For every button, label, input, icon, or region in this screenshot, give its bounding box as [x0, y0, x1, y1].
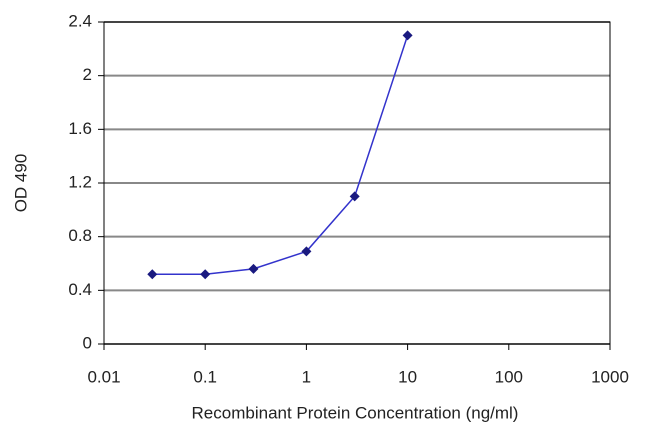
data-point — [301, 246, 312, 257]
data-point — [349, 191, 360, 202]
data-line — [152, 35, 409, 275]
x-tick-label: 100 — [495, 367, 523, 386]
x-tick-label: 1000 — [591, 367, 629, 386]
x-tick-label: 0.1 — [193, 367, 217, 386]
y-tick-label: 0.4 — [68, 280, 92, 299]
plot-frame — [103, 21, 611, 345]
y-tick-label: 1.2 — [68, 172, 92, 191]
data-point — [147, 269, 158, 280]
y-tick-label: 1.6 — [68, 119, 92, 138]
y-tick-label: 2 — [83, 65, 92, 84]
data-point — [248, 263, 259, 274]
data-point — [200, 269, 211, 280]
x-tick-label: 10 — [398, 367, 417, 386]
x-axis-label: Recombinant Protein Concentration (ng/ml… — [192, 403, 519, 422]
y-tick-label: 2.4 — [68, 11, 92, 30]
x-tick-label: 1 — [302, 367, 311, 386]
y-tick-label: 0.8 — [68, 226, 92, 245]
y-axis-label: OD 490 — [11, 154, 30, 213]
y-tick-label: 0 — [83, 333, 92, 352]
data-point — [402, 30, 413, 41]
x-tick-label: 0.01 — [87, 367, 120, 386]
